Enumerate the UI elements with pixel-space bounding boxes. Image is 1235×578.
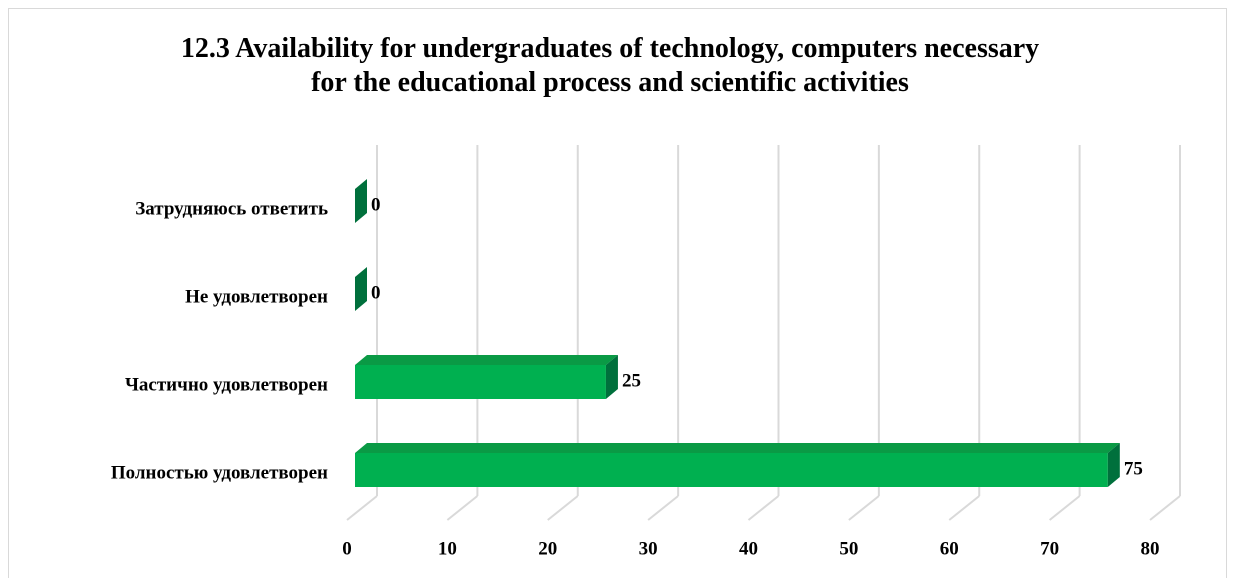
x-tick-label: 20 <box>538 538 557 559</box>
grid-floor-line <box>346 495 378 521</box>
grid-floor-line <box>848 495 880 521</box>
x-tick-label: 50 <box>839 538 858 559</box>
value-label: 75 <box>1124 458 1143 479</box>
chart-title: 12.3 Availability for undergraduates of … <box>180 33 1040 98</box>
bar-front <box>355 365 606 399</box>
value-label: 25 <box>622 370 641 391</box>
chart-border <box>8 8 1227 578</box>
y-tick-label: Не удовлетворен <box>185 286 328 307</box>
value-label: 0 <box>371 194 381 215</box>
x-tick-label: 80 <box>1141 538 1160 559</box>
bar-side <box>1107 443 1120 487</box>
value-label: 0 <box>371 282 381 303</box>
x-tick-label: 10 <box>438 538 457 559</box>
bar <box>355 355 618 399</box>
bar-side <box>605 355 618 399</box>
bar-front <box>355 453 1108 487</box>
x-tick-label: 60 <box>940 538 959 559</box>
grid-floor-line <box>446 495 478 521</box>
grid-floor-line <box>1149 495 1181 521</box>
grid-floor-line <box>747 495 780 521</box>
bar <box>355 267 367 311</box>
bar <box>355 179 367 223</box>
x-tick-label: 0 <box>342 538 352 559</box>
x-tick-label: 70 <box>1040 538 1059 559</box>
grid-floor-line <box>948 495 980 521</box>
bar-top <box>355 355 618 365</box>
y-tick-label: Полностью удовлетворен <box>111 462 328 483</box>
bar-side <box>355 179 367 223</box>
grid-floor-line <box>547 495 579 521</box>
x-tick-label: 40 <box>739 538 758 559</box>
bar-top <box>355 443 1120 453</box>
bar <box>355 443 1120 487</box>
x-tick-label: 30 <box>639 538 658 559</box>
grid-floor-line <box>647 495 679 521</box>
y-tick-label: Частично удовлетворен <box>125 374 328 395</box>
bar-side <box>355 267 367 311</box>
grid-floor-line <box>1049 495 1081 521</box>
y-tick-label: Затрудняюсь ответить <box>135 198 328 219</box>
